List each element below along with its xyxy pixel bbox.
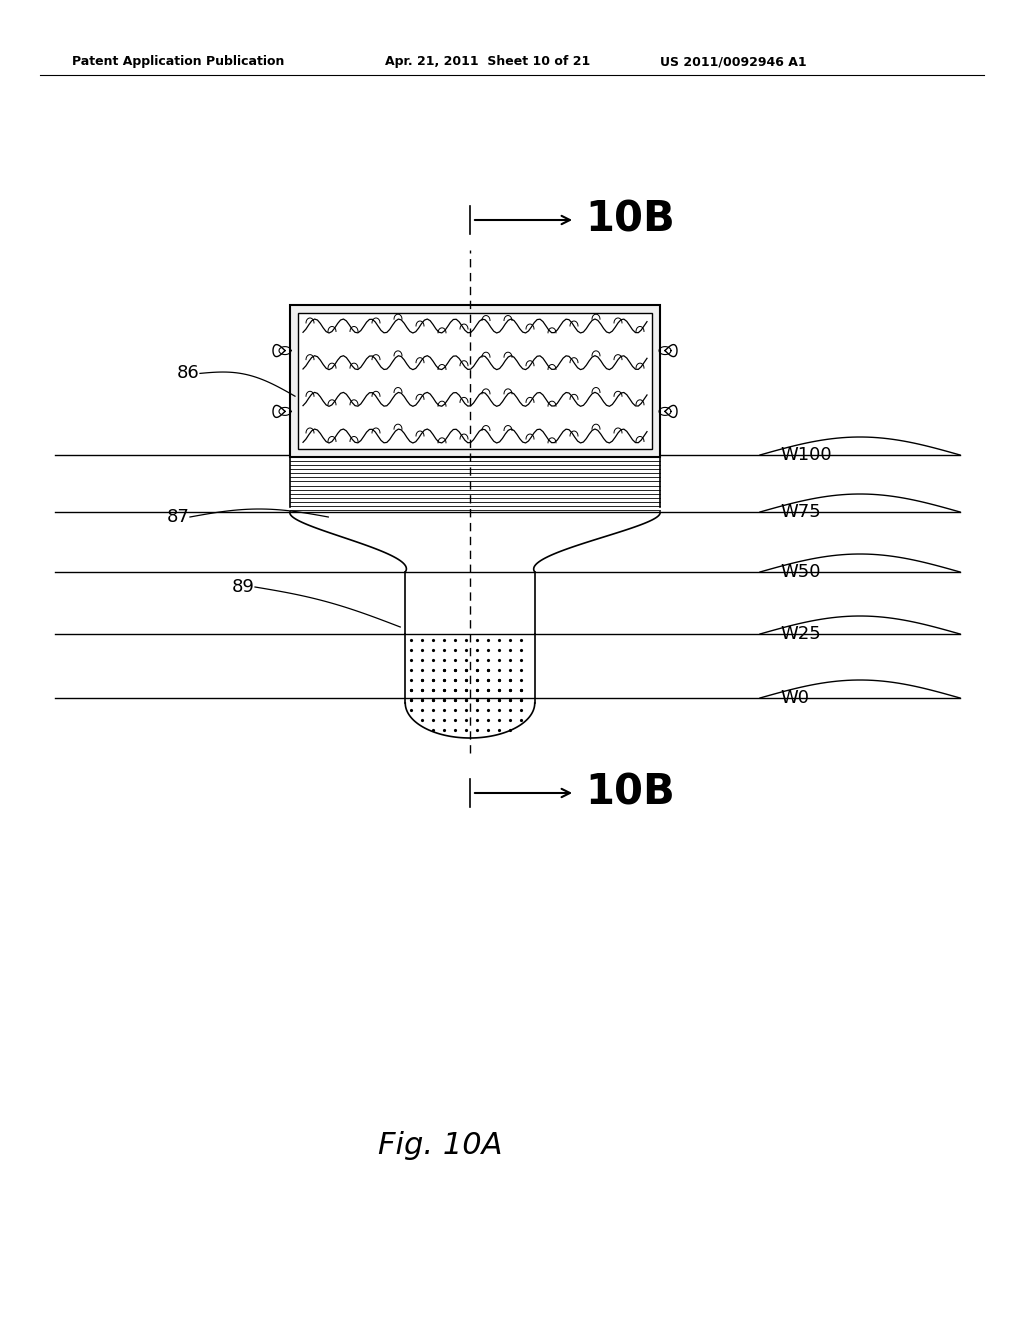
Text: US 2011/0092946 A1: US 2011/0092946 A1 (660, 55, 807, 69)
Text: W100: W100 (780, 446, 831, 465)
Text: Apr. 21, 2011  Sheet 10 of 21: Apr. 21, 2011 Sheet 10 of 21 (385, 55, 590, 69)
Bar (298, 313, 652, 449)
Text: Fig. 10A: Fig. 10A (378, 1130, 502, 1159)
Text: 87: 87 (167, 508, 190, 525)
Text: 10B: 10B (585, 772, 675, 814)
Text: W0: W0 (780, 689, 809, 708)
Text: W75: W75 (780, 503, 821, 521)
Text: 10B: 10B (585, 199, 675, 242)
Text: 86: 86 (177, 364, 200, 383)
Text: W50: W50 (780, 564, 820, 581)
Text: Patent Application Publication: Patent Application Publication (72, 55, 285, 69)
Bar (290, 305, 660, 457)
Text: W25: W25 (780, 624, 821, 643)
Text: 89: 89 (232, 578, 255, 597)
